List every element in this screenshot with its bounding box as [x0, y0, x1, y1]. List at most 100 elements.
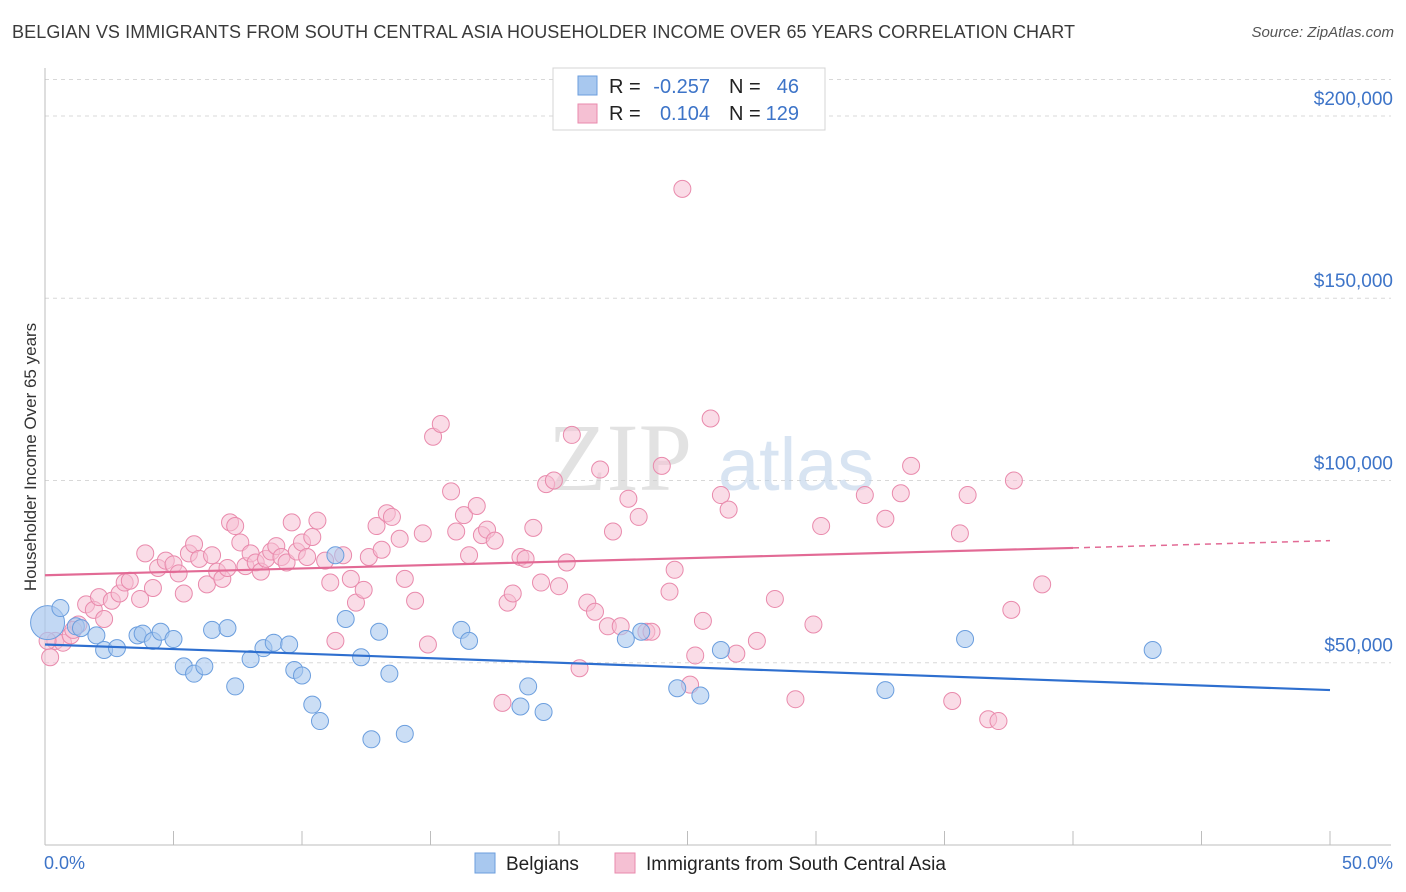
series-immigrants-points [38, 179, 1052, 731]
point-immigrants [719, 500, 738, 519]
point-immigrants [950, 524, 969, 543]
legend-n-value-1: 46 [777, 76, 799, 98]
legend-n-label-1: N = [729, 76, 761, 98]
bottom-legend-immigrants: Immigrants from South Central Asia [646, 854, 946, 875]
point-belgians [293, 666, 311, 685]
point-belgians [511, 697, 530, 716]
gridlines [45, 79, 1391, 664]
point-immigrants [231, 533, 250, 552]
point-belgians [1143, 640, 1162, 659]
point-immigrants [747, 631, 766, 650]
point-immigrants [136, 544, 155, 563]
point-immigrants [493, 693, 512, 712]
point-immigrants [891, 484, 910, 503]
point-immigrants [354, 580, 373, 599]
point-immigrants [1004, 471, 1023, 490]
point-immigrants [532, 573, 551, 592]
trend-line-immigrants-extension [1072, 539, 1331, 549]
point-immigrants [418, 635, 437, 654]
point-immigrants [989, 712, 1008, 731]
point-immigrants [652, 456, 671, 475]
watermark-atlas: atlas [718, 423, 874, 506]
legend-n-label-2: N = [729, 103, 761, 125]
point-immigrants [562, 425, 581, 444]
legend-r-value-2: 0.104 [660, 103, 710, 125]
point-immigrants [629, 507, 648, 526]
point-belgians [956, 630, 975, 649]
point-immigrants [372, 540, 391, 559]
point-immigrants [711, 486, 730, 505]
point-belgians [632, 622, 651, 641]
y-tick-label: $50,000 [1324, 636, 1393, 657]
point-immigrants [303, 527, 322, 546]
point-immigrants [686, 646, 705, 665]
legend-box [552, 67, 826, 131]
legend-n-value-2: 129 [766, 103, 799, 125]
point-belgians [370, 622, 389, 641]
point-belgians [534, 702, 553, 721]
bottom-legend-swatch-belgians [474, 852, 496, 874]
point-immigrants [660, 582, 679, 601]
point-immigrants [693, 611, 712, 630]
legend-r-label-1: R = [609, 76, 641, 98]
point-immigrants [406, 591, 425, 610]
point-belgians [310, 712, 329, 731]
point-belgians [395, 724, 414, 743]
point-belgians [326, 546, 345, 565]
point-belgians [71, 619, 90, 638]
point-belgians [519, 677, 538, 696]
point-immigrants [544, 471, 563, 490]
point-belgians [303, 695, 322, 714]
point-immigrants [902, 456, 921, 475]
point-immigrants [226, 517, 245, 536]
point-immigrants [308, 511, 327, 530]
x-tick-label-end: 50.0% [1342, 853, 1393, 873]
point-belgians [691, 686, 710, 705]
point-immigrants [550, 577, 568, 596]
point-immigrants [665, 560, 684, 579]
trend-line-immigrants [44, 546, 1074, 577]
point-immigrants [326, 631, 345, 650]
point-immigrants [485, 531, 504, 550]
point-belgians [362, 730, 381, 749]
point-immigrants [382, 507, 401, 526]
point-belgians [51, 599, 70, 618]
source-credit: Source: ZipAtlas.com [1251, 24, 1394, 41]
point-immigrants [524, 518, 543, 537]
point-immigrants [282, 513, 301, 532]
point-immigrants [673, 179, 692, 198]
bottom-legend-swatch-immigrants [614, 852, 636, 874]
point-immigrants [41, 648, 60, 667]
y-tick-label: $200,000 [1314, 89, 1393, 110]
bottom-legend-belgians: Belgians [506, 854, 579, 875]
point-immigrants [460, 546, 479, 565]
point-immigrants [1033, 575, 1052, 594]
point-belgians [280, 635, 299, 654]
point-belgians [203, 620, 222, 639]
point-immigrants [321, 573, 340, 592]
point-belgians [195, 657, 214, 676]
legend-swatch-belgians [577, 75, 598, 96]
x-tick-label-start: 0.0% [44, 853, 85, 873]
point-immigrants [413, 524, 432, 543]
point-immigrants [298, 548, 317, 567]
y-tick-label: $150,000 [1314, 271, 1393, 292]
point-immigrants [390, 529, 409, 548]
legend-swatch-immigrants [577, 103, 598, 124]
trend-line-belgians [44, 643, 1331, 692]
point-immigrants [516, 549, 535, 568]
point-belgians [711, 640, 730, 659]
point-belgians [164, 630, 183, 649]
point-immigrants [218, 558, 237, 577]
point-belgians [668, 679, 687, 698]
point-belgians [876, 681, 895, 700]
point-immigrants [442, 482, 461, 501]
chart-title: BELGIAN VS IMMIGRANTS FROM SOUTH CENTRAL… [12, 22, 1076, 42]
point-belgians [264, 633, 283, 652]
point-belgians [218, 619, 237, 638]
y-tick-labels: $50,000 $100,000 $150,000 $200,000 [1314, 89, 1393, 657]
point-immigrants [131, 589, 150, 608]
point-immigrants [701, 409, 720, 428]
point-immigrants [786, 690, 805, 709]
